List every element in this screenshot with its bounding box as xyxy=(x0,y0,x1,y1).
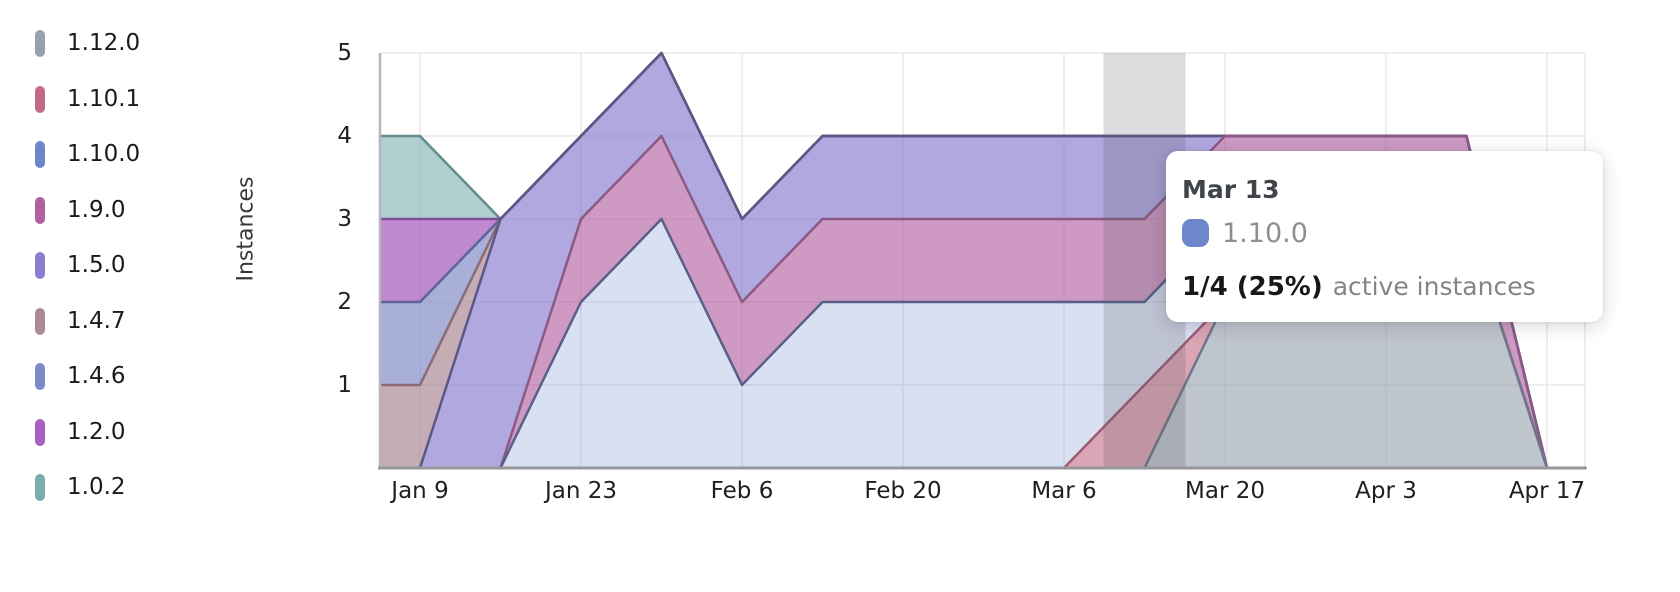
legend: 1.12.0 1.10.1 1.10.0 1.9.0 1.5.0 1.4.7 1.4.6 1.… xyxy=(35,30,140,501)
legend-label: 1.10.0 xyxy=(67,141,141,167)
tooltip-value-suffix: active instances xyxy=(1332,272,1536,301)
legend-swatch-icon xyxy=(35,252,45,279)
y-tick-label: 5 xyxy=(337,40,352,66)
series-swatch-icon xyxy=(1182,219,1209,247)
y-axis-title: Instances xyxy=(233,176,259,282)
y-tick-label: 2 xyxy=(337,289,352,315)
legend-label: 1.0.2 xyxy=(67,474,126,500)
y-tick-label: 4 xyxy=(337,123,352,149)
legend-label: 1.4.7 xyxy=(67,307,126,334)
legend-label: 1.9.0 xyxy=(67,196,126,223)
legend-swatch-icon xyxy=(35,30,45,57)
area-1-5-0[interactable] xyxy=(380,53,1585,468)
legend-swatch-icon xyxy=(35,141,45,168)
legend-item-1-12-0[interactable]: 1.12.0 xyxy=(35,30,140,57)
legend-swatch-icon xyxy=(35,196,45,224)
legend-swatch-icon xyxy=(35,85,45,113)
tooltip-value: 1/4 (25%) xyxy=(1182,272,1323,302)
legend-item-1-10-0[interactable]: 1.10.0 xyxy=(35,141,140,168)
legend-item-1-4-7[interactable]: 1.4.7 xyxy=(35,307,140,335)
legend-swatch-icon xyxy=(35,474,45,501)
x-tick-label: Feb 6 xyxy=(710,478,774,504)
x-tick-label: Apr 17 xyxy=(1508,478,1586,504)
x-tick-label: Jan 9 xyxy=(391,478,449,504)
tooltip-series-label: 1.10.0 xyxy=(1222,217,1308,249)
x-tick-label: Feb 20 xyxy=(864,478,942,504)
x-tick-label: Apr 3 xyxy=(1355,478,1417,504)
legend-item-1-2-0[interactable]: 1.2.0 xyxy=(35,418,140,446)
legend-swatch-icon xyxy=(35,418,45,446)
x-tick-label: Mar 6 xyxy=(1031,478,1097,504)
legend-item-1-0-2[interactable]: 1.0.2 xyxy=(35,474,140,501)
legend-swatch-icon xyxy=(35,363,45,390)
legend-item-1-10-1[interactable]: 1.10.1 xyxy=(35,85,141,113)
tooltip-value-row: 1/4 (25%) active instances xyxy=(1182,274,1585,300)
y-tick-label: 3 xyxy=(337,206,352,232)
legend-label: 1.12.0 xyxy=(67,30,141,56)
legend-item-1-4-6[interactable]: 1.4.6 xyxy=(35,363,140,390)
y-tick-label: 1 xyxy=(337,372,352,398)
legend-swatch-icon xyxy=(35,307,45,335)
legend-label: 1.4.6 xyxy=(67,363,126,389)
legend-item-1-5-0[interactable]: 1.5.0 xyxy=(35,252,140,279)
x-tick-label: Mar 20 xyxy=(1185,478,1265,504)
x-tick-label: Jan 23 xyxy=(544,478,618,504)
legend-item-1-9-0[interactable]: 1.9.0 xyxy=(35,196,140,224)
area-1-10-0[interactable] xyxy=(380,219,1585,468)
chart-tooltip: Mar 13 1.10.0 1/4 (25%) active instances xyxy=(1166,151,1603,322)
legend-label: 1.5.0 xyxy=(67,252,126,278)
tooltip-date: Mar 13 xyxy=(1182,175,1280,204)
line-1-9-0 xyxy=(378,134,1587,470)
legend-label: 1.10.1 xyxy=(67,85,141,112)
legend-label: 1.2.0 xyxy=(67,418,126,445)
tooltip-series-row: 1.10.0 xyxy=(1182,219,1585,247)
